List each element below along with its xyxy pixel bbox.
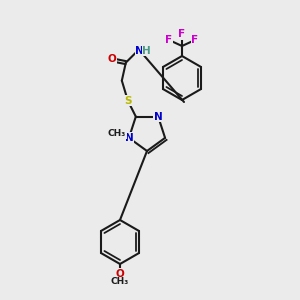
Text: O: O bbox=[107, 54, 116, 64]
Text: CH₃: CH₃ bbox=[108, 129, 126, 138]
Text: F: F bbox=[165, 35, 172, 45]
Text: O: O bbox=[116, 269, 124, 279]
Text: N: N bbox=[124, 133, 133, 143]
Text: F: F bbox=[178, 29, 186, 39]
Text: N: N bbox=[136, 46, 144, 56]
Text: H: H bbox=[142, 46, 151, 56]
Text: N: N bbox=[154, 112, 163, 122]
Text: F: F bbox=[191, 35, 199, 45]
Text: S: S bbox=[124, 96, 132, 106]
Text: CH₃: CH₃ bbox=[111, 278, 129, 286]
